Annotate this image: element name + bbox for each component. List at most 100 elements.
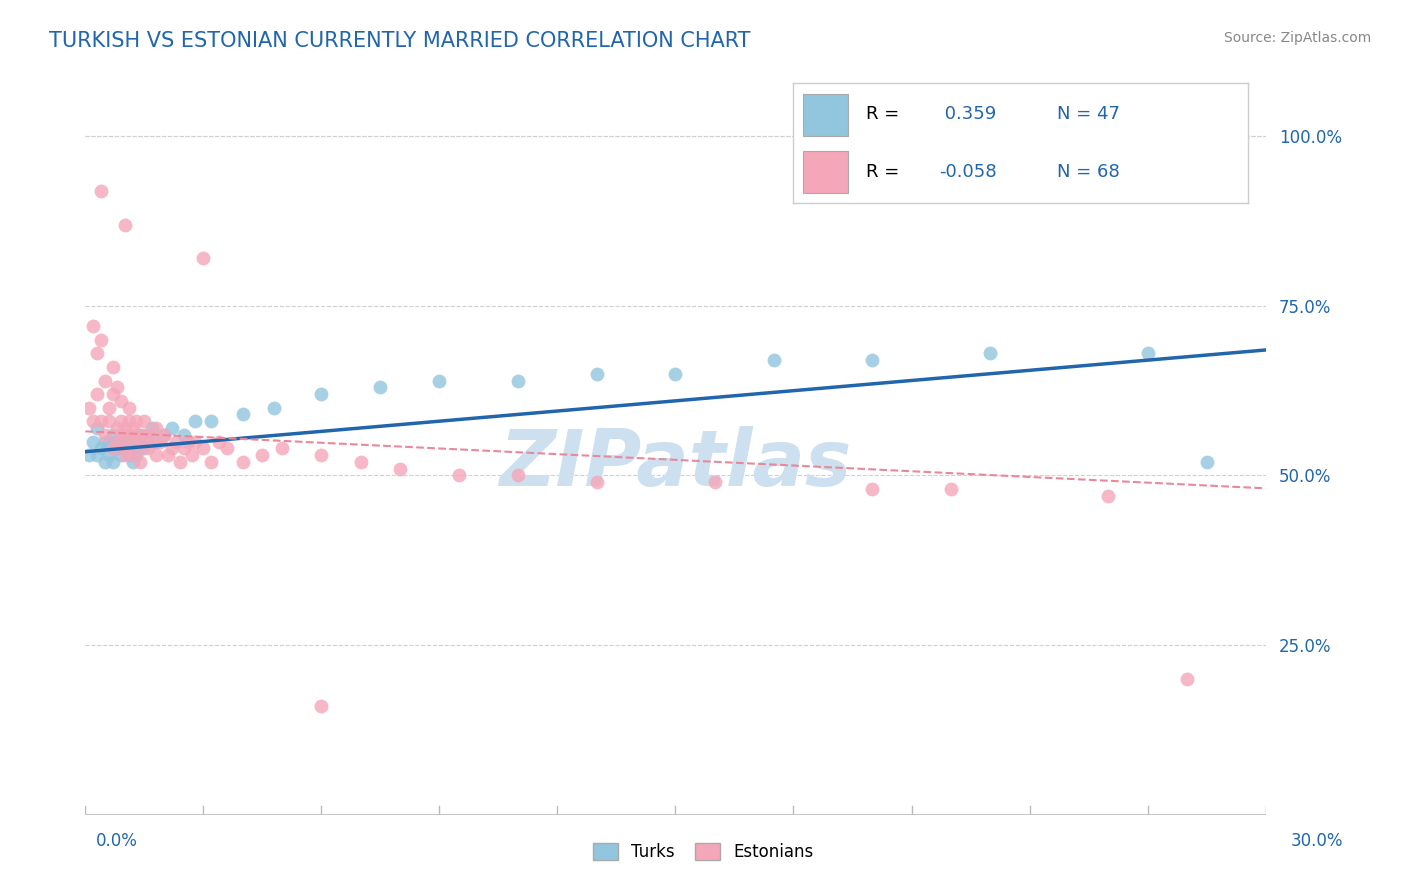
Point: [97, 434, 120, 449]
Point: [389, 461, 412, 475]
Point: [121, 421, 143, 435]
Point: [939, 482, 962, 496]
Point: [153, 427, 176, 442]
Point: [136, 434, 159, 449]
Point: [121, 442, 143, 456]
Point: [184, 434, 207, 449]
Point: [114, 421, 136, 435]
Point: [110, 414, 132, 428]
Point: [117, 434, 139, 449]
Point: [101, 359, 124, 374]
Point: [82, 319, 104, 334]
Point: [101, 387, 124, 401]
Point: [94, 434, 117, 449]
Point: [145, 434, 167, 449]
Point: [129, 427, 152, 442]
Point: [101, 455, 124, 469]
Point: [117, 401, 139, 415]
Point: [200, 455, 222, 469]
Point: [90, 442, 112, 456]
Point: [129, 455, 152, 469]
Point: [86, 387, 108, 401]
Point: [173, 427, 195, 442]
Point: [449, 468, 471, 483]
Point: [82, 414, 104, 428]
Point: [145, 448, 167, 462]
Point: [184, 414, 207, 428]
Point: [114, 427, 136, 442]
Point: [125, 414, 148, 428]
Point: [86, 448, 108, 462]
Point: [200, 414, 222, 428]
Point: [117, 448, 139, 462]
Point: [129, 442, 152, 456]
Point: [90, 333, 112, 347]
Point: [1097, 489, 1119, 503]
Point: [94, 374, 117, 388]
Point: [110, 448, 132, 462]
Point: [90, 184, 112, 198]
Point: [94, 427, 117, 442]
Point: [311, 699, 333, 714]
Point: [193, 442, 215, 456]
Point: [121, 448, 143, 462]
Point: [1195, 455, 1218, 469]
Point: [506, 374, 529, 388]
Point: [117, 414, 139, 428]
Point: [101, 442, 124, 456]
Point: [125, 434, 148, 449]
Point: [1175, 672, 1198, 686]
Point: [105, 380, 128, 394]
Point: [271, 442, 294, 456]
Point: [110, 393, 132, 408]
Point: [145, 421, 167, 435]
Point: [117, 427, 139, 442]
Point: [97, 448, 120, 462]
Point: [97, 401, 120, 415]
Point: [86, 346, 108, 360]
Point: [979, 346, 1001, 360]
Point: [153, 427, 176, 442]
Point: [252, 448, 274, 462]
Text: 0.0%: 0.0%: [96, 831, 138, 849]
Point: [134, 414, 156, 428]
Point: [141, 434, 163, 449]
Text: 30.0%: 30.0%: [1291, 831, 1343, 849]
Point: [232, 455, 254, 469]
Point: [160, 442, 183, 456]
Point: [134, 427, 156, 442]
Point: [121, 434, 143, 449]
Point: [125, 427, 148, 442]
Point: [94, 455, 117, 469]
Point: [1136, 346, 1159, 360]
Point: [136, 442, 159, 456]
Point: [121, 455, 143, 469]
Point: [114, 442, 136, 456]
Point: [110, 427, 132, 442]
Point: [134, 442, 156, 456]
Point: [105, 434, 128, 449]
Point: [114, 442, 136, 456]
Point: [506, 468, 529, 483]
Point: [311, 387, 333, 401]
Point: [664, 367, 686, 381]
Text: ZIPatlas: ZIPatlas: [499, 425, 852, 502]
Point: [208, 434, 231, 449]
Point: [77, 448, 100, 462]
Point: [82, 434, 104, 449]
Point: [232, 408, 254, 422]
Point: [311, 448, 333, 462]
Text: TURKISH VS ESTONIAN CURRENTLY MARRIED CORRELATION CHART: TURKISH VS ESTONIAN CURRENTLY MARRIED CO…: [49, 31, 751, 51]
Point: [169, 455, 191, 469]
Point: [263, 401, 285, 415]
Point: [585, 367, 607, 381]
Point: [156, 448, 179, 462]
Point: [176, 434, 198, 449]
Point: [370, 380, 392, 394]
Point: [105, 434, 128, 449]
Legend: Turks, Estonians: Turks, Estonians: [586, 836, 820, 868]
Point: [125, 448, 148, 462]
Point: [86, 421, 108, 435]
Point: [105, 421, 128, 435]
Point: [97, 414, 120, 428]
